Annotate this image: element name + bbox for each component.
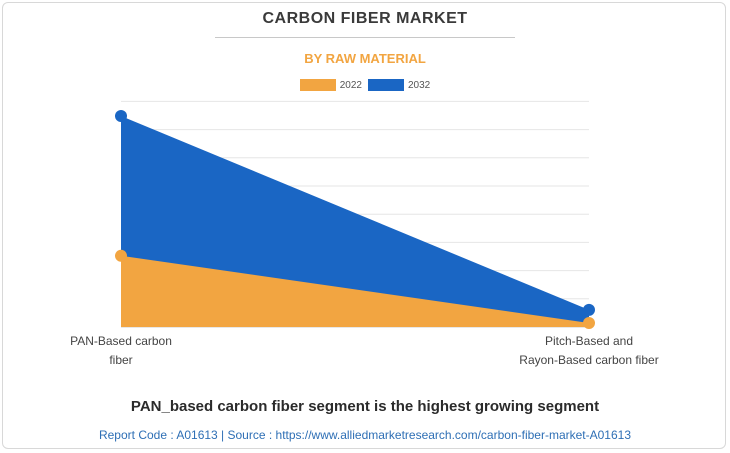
legend-label-2032: 2032 [408,79,431,91]
x-tick-label-1: Pitch-Based and Rayon-Based carbon fiber [519,334,658,367]
legend-swatch-2022 [299,79,336,91]
chart-title: CARBON FIBER MARKET [262,10,468,27]
chart-subtitle: BY RAW MATERIAL [304,51,426,66]
title-divider [215,37,515,38]
data-point-2022-1 [583,317,595,329]
x-tick-label-0: PAN-Based carbon fiber [70,334,172,367]
data-point-2032-1 [583,303,595,316]
legend-swatch-2032 [368,79,404,91]
data-point-2022-0 [115,249,127,262]
data-point-2032-0 [115,110,127,122]
report-footer[interactable]: Report Code : A01613 | Source : https://… [98,428,632,442]
chart-legend: 2022 2032 [0,79,730,91]
legend-label-2022: 2022 [339,79,362,91]
area-series-2022 [121,255,589,327]
legend-item-2022[interactable]: 2022 [299,79,362,91]
chart-caption: PAN_based carbon fiber segment is the hi… [130,398,600,415]
legend-item-2032[interactable]: 2032 [368,79,430,91]
